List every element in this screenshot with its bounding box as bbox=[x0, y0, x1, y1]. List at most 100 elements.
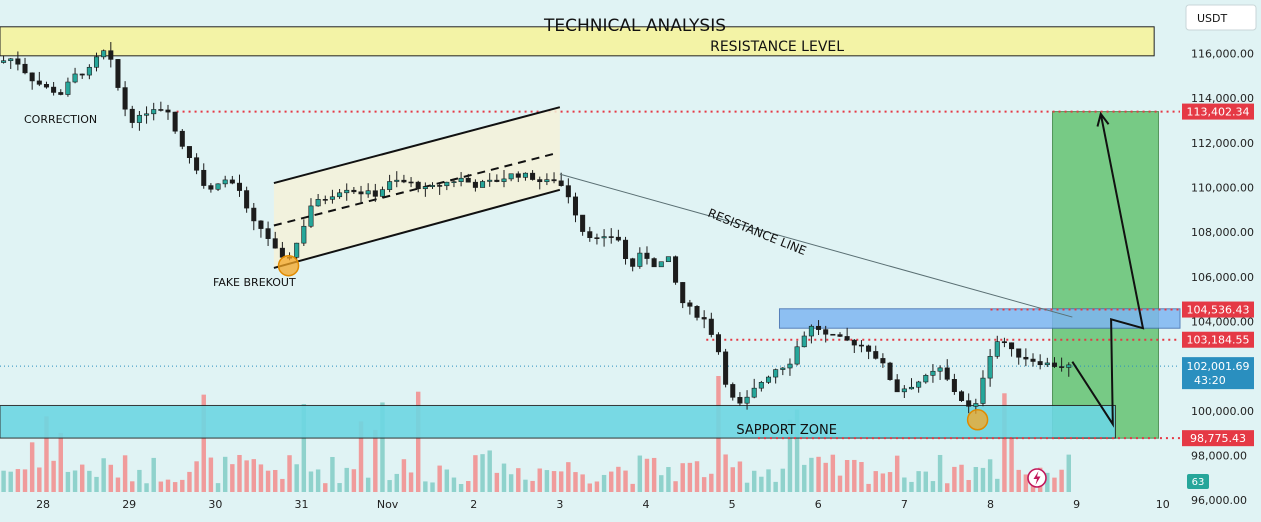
volume-bar bbox=[844, 460, 850, 492]
volume-bar bbox=[230, 464, 235, 492]
y-tick-label: 108,000.00 bbox=[1191, 226, 1254, 239]
candle-body bbox=[29, 72, 35, 82]
candle-body bbox=[665, 256, 671, 263]
candle-body bbox=[43, 84, 49, 88]
volume-bar bbox=[566, 462, 571, 492]
projection-arrowhead bbox=[1096, 111, 1110, 127]
currency-button[interactable]: USDT bbox=[1185, 4, 1257, 31]
volume-bar bbox=[72, 470, 78, 492]
volume-bar bbox=[144, 483, 149, 492]
resistance-level-band bbox=[0, 26, 1155, 57]
volume-bar bbox=[1016, 469, 1021, 492]
candle-body bbox=[658, 261, 664, 268]
candle-body bbox=[844, 336, 850, 341]
volume-bar bbox=[408, 472, 414, 492]
candle-body bbox=[651, 258, 657, 268]
candle-body bbox=[1030, 358, 1036, 362]
volume-bar bbox=[530, 480, 535, 492]
resistance-level-label: RESISTANCE LEVEL bbox=[710, 39, 844, 55]
candle-body bbox=[551, 179, 557, 182]
candle-body bbox=[773, 369, 779, 378]
volume-bar bbox=[344, 467, 349, 492]
y-tick-label: 112,000.00 bbox=[1191, 137, 1254, 150]
volume-bar bbox=[852, 459, 857, 492]
candle-body bbox=[908, 386, 915, 390]
volume-bar bbox=[466, 481, 471, 492]
volume-bar bbox=[987, 459, 993, 492]
volume-bar bbox=[902, 477, 907, 492]
candle-body bbox=[36, 80, 42, 85]
candle-body bbox=[508, 173, 514, 180]
resistance-zone-block bbox=[778, 308, 1181, 329]
candle-body bbox=[487, 179, 493, 182]
volume-bar bbox=[558, 471, 564, 492]
candle-body bbox=[987, 356, 993, 379]
candle-body bbox=[916, 381, 922, 388]
candle-body bbox=[236, 182, 243, 191]
candle-body bbox=[558, 180, 564, 186]
volume-bar bbox=[523, 479, 528, 492]
candle-body bbox=[715, 334, 721, 353]
candle-body bbox=[222, 179, 228, 185]
volume-bar bbox=[687, 462, 693, 492]
volume-bar bbox=[823, 462, 828, 492]
volume-bar bbox=[201, 394, 206, 492]
candle-body bbox=[780, 367, 786, 370]
volume-bar bbox=[651, 457, 657, 492]
candle-body bbox=[58, 92, 64, 95]
volume-bar bbox=[916, 471, 921, 492]
level-price-label: 113,402.34 bbox=[1187, 106, 1250, 119]
lightning-icon[interactable] bbox=[1027, 468, 1047, 488]
volume-bar bbox=[437, 465, 442, 492]
volume-bar bbox=[15, 469, 21, 492]
volume-bar bbox=[287, 455, 292, 492]
channel-upper-line bbox=[273, 106, 561, 185]
candle-body bbox=[15, 58, 21, 65]
volume-bar bbox=[508, 474, 514, 492]
candle-body bbox=[472, 181, 478, 188]
candle-body bbox=[365, 190, 371, 195]
volume-bar bbox=[973, 467, 979, 492]
volume-bar bbox=[487, 450, 492, 492]
volume-bar bbox=[180, 479, 185, 492]
projection-path bbox=[1071, 113, 1145, 428]
volume-bar bbox=[37, 467, 42, 492]
chart-title: TECHNICAL ANALYSIS bbox=[543, 16, 726, 36]
candle-body bbox=[251, 207, 257, 222]
candle-body bbox=[1051, 362, 1057, 367]
volume-bar bbox=[208, 457, 214, 492]
candle-body bbox=[494, 179, 500, 182]
volume-bar bbox=[222, 456, 228, 492]
candle-body bbox=[959, 391, 965, 401]
volume-bar bbox=[952, 466, 957, 492]
candle-body bbox=[980, 377, 986, 404]
volume-bar bbox=[909, 481, 914, 492]
candle-body bbox=[501, 178, 507, 182]
volume-bar bbox=[330, 456, 335, 492]
candle-body bbox=[315, 199, 321, 207]
candle-body bbox=[1044, 362, 1050, 366]
y-tick-label: 114,000.00 bbox=[1191, 92, 1254, 105]
volume-bar bbox=[680, 463, 685, 492]
x-tick-label: 30 bbox=[208, 498, 222, 511]
candle-body bbox=[830, 333, 836, 336]
volume-bar bbox=[244, 460, 249, 492]
candle-body bbox=[93, 56, 100, 68]
candle-body bbox=[730, 384, 736, 398]
candle-body bbox=[880, 358, 886, 364]
volume-bar bbox=[1023, 474, 1029, 492]
candle-body bbox=[72, 73, 78, 83]
volume-bar bbox=[308, 471, 314, 492]
volume-bar bbox=[830, 454, 836, 492]
candle-body bbox=[544, 179, 550, 183]
candle-body bbox=[1001, 341, 1007, 344]
candle-body bbox=[994, 341, 1000, 357]
candle-body bbox=[201, 169, 207, 186]
candle-body bbox=[179, 130, 185, 147]
candle-body bbox=[694, 306, 700, 318]
candle-body bbox=[637, 252, 643, 267]
candle-body bbox=[937, 367, 943, 372]
candle-body bbox=[65, 81, 71, 95]
